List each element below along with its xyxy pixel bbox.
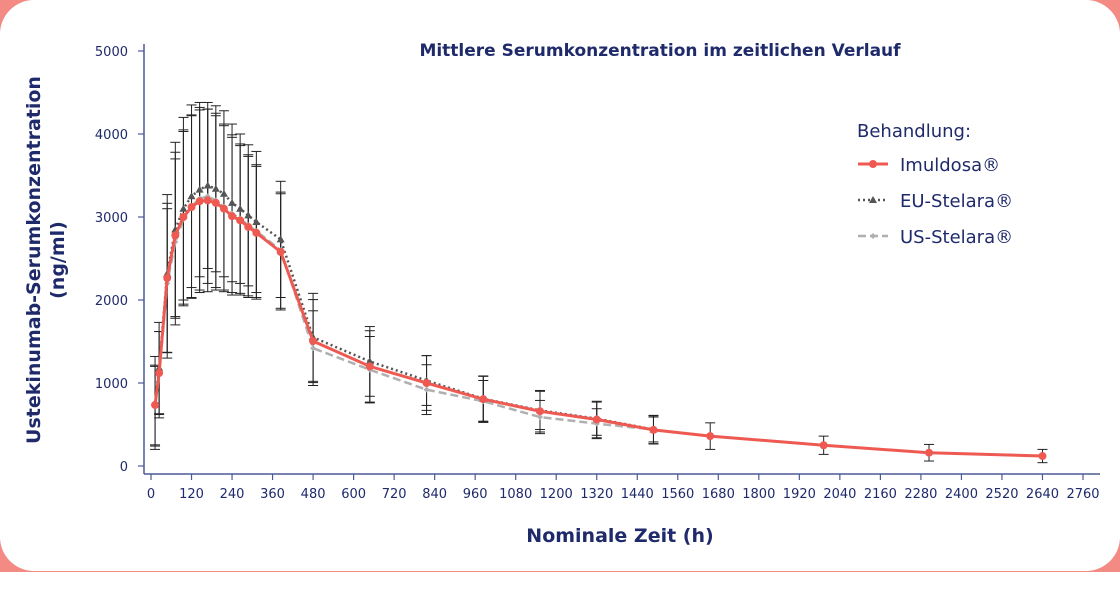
data-point [276, 247, 285, 256]
data-point [236, 216, 245, 225]
data-point [365, 357, 374, 365]
y-tick-label: 3000 [95, 211, 128, 226]
x-tick-label: 720 [382, 487, 407, 502]
x-tick-label: 1800 [742, 487, 775, 502]
x-tick-label: 1680 [702, 487, 735, 502]
x-tick-label: 2520 [985, 487, 1018, 502]
x-tick-label: 1920 [783, 487, 816, 502]
data-point [179, 204, 188, 212]
data-point [151, 400, 160, 409]
x-tick-label: 1320 [580, 487, 613, 502]
legend-marker [870, 233, 876, 239]
data-point [171, 231, 180, 240]
data-point [925, 448, 934, 457]
y-axis-label-line1: Ustekinumab-Serumkonzentration [23, 76, 45, 444]
x-tick-label: 360 [260, 487, 285, 502]
series-line-2 [153, 194, 654, 431]
data-point [537, 414, 544, 421]
x-tick-label: 0 [147, 487, 155, 502]
data-point [236, 204, 245, 212]
data-point [310, 345, 317, 352]
data-point [195, 185, 204, 193]
legend-label: Imuldosa® [900, 155, 1000, 176]
legend-title: Behandlung: [857, 121, 971, 142]
data-point [309, 337, 318, 346]
x-tick-label: 480 [301, 487, 326, 502]
data-point [219, 189, 228, 197]
x-tick-label: 2400 [945, 487, 978, 502]
x-tick-label: 2760 [1066, 487, 1099, 502]
data-point [203, 181, 212, 189]
data-point [211, 184, 220, 192]
axes: 0 1000 2000 3000 4000 5000 0 120 240 360 480 600 720… [95, 44, 1100, 502]
y-tick-label: 5000 [95, 45, 128, 60]
data-point [479, 395, 488, 404]
x-tick-label: 2160 [864, 487, 897, 502]
x-tick-label: 960 [463, 487, 488, 502]
data-point [592, 415, 601, 424]
x-tick-label: 1440 [621, 487, 654, 502]
data-point [244, 222, 253, 231]
x-tick-label: 1080 [499, 487, 532, 502]
series-lines [151, 181, 1047, 461]
series-line-1 [153, 184, 654, 431]
data-point [706, 432, 715, 441]
y-tick-label: 4000 [95, 128, 128, 143]
data-point [179, 213, 188, 221]
x-axis-label: Nominale Zeit (h) [526, 525, 713, 547]
x-tick-label: 240 [220, 487, 245, 502]
data-point [211, 198, 220, 207]
data-point [252, 217, 261, 225]
x-tick-label: 120 [179, 487, 204, 502]
y-tick-label: 2000 [95, 294, 128, 309]
data-point [536, 407, 545, 416]
x-tick-label: 1200 [540, 487, 573, 502]
legend-marker [869, 196, 877, 203]
data-point [244, 211, 253, 219]
data-point [228, 198, 237, 206]
legend-label: EU-Stelara® [900, 191, 1013, 212]
data-point [276, 235, 285, 243]
y-tick-label: 0 [120, 460, 128, 475]
data-point [422, 379, 431, 387]
legend: Behandlung: Imuldosa® EU-Stelara® US-Stela… [857, 121, 1013, 248]
data-point [203, 196, 212, 205]
data-point [252, 228, 261, 237]
data-point [163, 274, 172, 283]
data-point [819, 441, 828, 450]
x-tick-label: 2040 [823, 487, 856, 502]
data-point [649, 425, 658, 434]
data-point [423, 386, 430, 393]
data-point [365, 362, 374, 371]
y-axis-label-line2: (ng/ml) [47, 221, 69, 299]
data-point [1038, 452, 1047, 461]
legend-marker [869, 160, 877, 168]
data-point [187, 203, 196, 212]
x-tick-label: 600 [341, 487, 366, 502]
x-tick-label: 1560 [661, 487, 694, 502]
y-tick-label: 1000 [95, 377, 128, 392]
chart-title: Mittlere Serumkonzentration im zeitliche… [419, 41, 901, 61]
data-point [195, 197, 204, 206]
x-tick-label: 2640 [1026, 487, 1059, 502]
data-point [228, 212, 237, 221]
x-tick-label: 2280 [904, 487, 937, 502]
x-tick-label: 840 [422, 487, 447, 502]
data-point [187, 192, 196, 200]
legend-label: US-Stelara® [900, 227, 1013, 248]
chart-card [0, 0, 1120, 571]
data-point [155, 369, 164, 378]
data-point [219, 204, 228, 213]
